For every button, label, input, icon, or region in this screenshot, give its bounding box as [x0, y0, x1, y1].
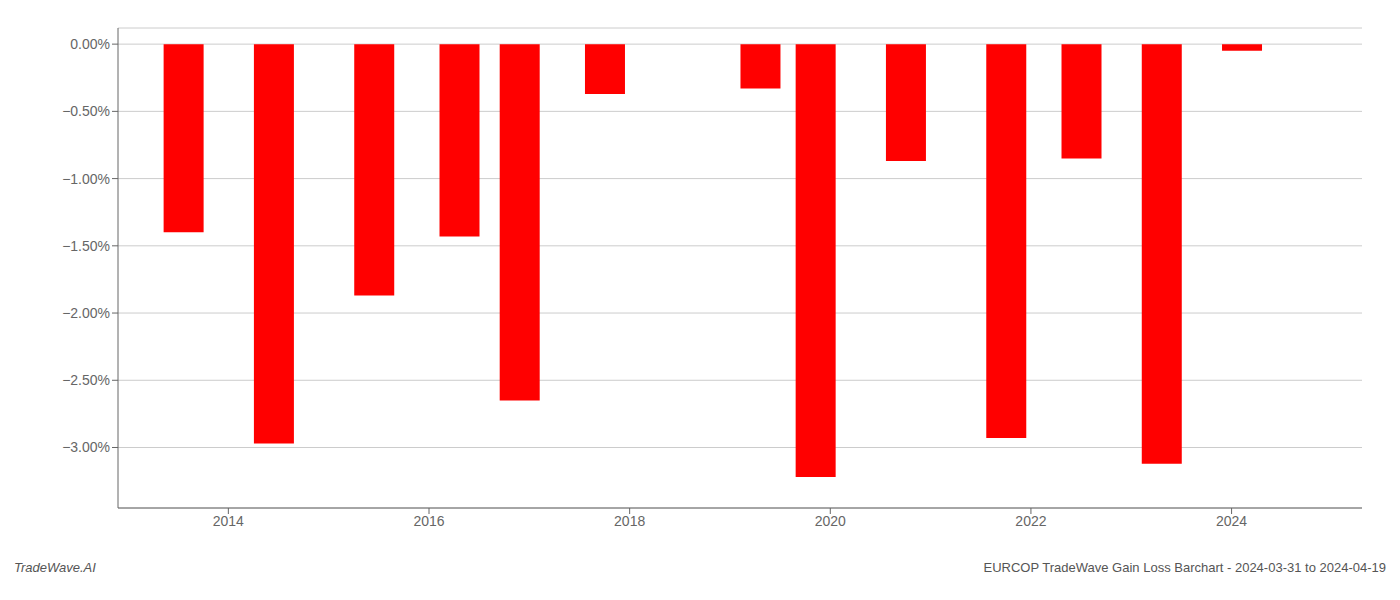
- svg-text:−2.00%: −2.00%: [62, 305, 110, 321]
- svg-text:2016: 2016: [413, 513, 444, 529]
- svg-text:−2.50%: −2.50%: [62, 372, 110, 388]
- svg-text:−0.50%: −0.50%: [62, 103, 110, 119]
- svg-text:2018: 2018: [614, 513, 645, 529]
- svg-text:−3.00%: −3.00%: [62, 439, 110, 455]
- html-text:TradeWave.AI: TradeWave.AI: [14, 560, 96, 575]
- svg-text:0.00%: 0.00%: [70, 36, 110, 52]
- svg-text:−1.50%: −1.50%: [62, 238, 110, 254]
- svg-text:2020: 2020: [815, 513, 846, 529]
- html-text:EURCOP TradeWave Gain Loss Bar: EURCOP TradeWave Gain Loss Barchart - 20…: [983, 560, 1386, 575]
- svg-text:2022: 2022: [1015, 513, 1046, 529]
- svg-text:−1.00%: −1.00%: [62, 171, 110, 187]
- svg-text:2024: 2024: [1216, 513, 1247, 529]
- svg-text:2014: 2014: [213, 513, 244, 529]
